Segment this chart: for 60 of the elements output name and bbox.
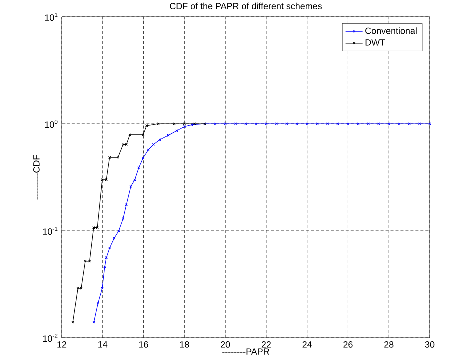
point [138,166,140,170]
point [194,122,196,126]
point [76,287,80,290]
x-tick-label: 20 [221,342,230,348]
y-tick-label: 10$^{-1}$ [43,227,58,236]
legend-label: DWT [366,40,386,46]
point [388,122,390,126]
point [116,156,120,159]
point [224,122,227,126]
point [378,122,380,126]
point [265,122,268,126]
point [122,143,125,146]
point [254,122,258,126]
chart-title: CDF of the PAPR of different schemes [170,2,322,10]
point [152,143,155,146]
x-tick-label: 24 [302,342,312,348]
point [80,287,83,290]
x-tick-label: 12 [58,342,67,348]
point [326,122,330,126]
y-tick-label: 10$^{0}$ [45,120,58,128]
point [112,237,116,240]
point [96,302,100,305]
point [306,122,309,126]
point [125,143,128,146]
x-tick-label: 30 [425,342,435,348]
point [408,122,411,126]
point [234,122,238,126]
point [275,122,278,126]
point [418,122,422,126]
point [357,122,360,126]
point [367,122,370,126]
point [214,122,217,126]
legend-label: Conventional [366,28,417,34]
point [145,124,148,128]
point [173,122,176,126]
point [128,134,132,136]
y-tick-label: 10$^{-2}$ [43,334,58,342]
x-tick-label: 16 [139,342,148,348]
point [296,122,298,126]
point [147,148,150,152]
point [346,122,350,126]
point [88,260,92,263]
point [142,134,145,136]
point [96,226,99,230]
x-tick-label: 18 [180,342,190,348]
point [398,122,401,126]
y-tick-label: 10$^{1}$ [45,13,58,22]
point [176,130,178,132]
x-tick-label: 22 [262,342,271,348]
x-axis-title: --------PAPR [222,348,270,355]
x-tick-label: 14 [98,342,108,348]
point [286,122,288,126]
point [108,246,112,250]
y-axis-title: ---------CDF [34,155,40,200]
x-tick-label: 28 [384,342,394,348]
point [183,122,186,126]
x-tick-label: 26 [344,342,353,348]
point [158,138,162,142]
point [316,122,319,126]
point [125,204,128,206]
